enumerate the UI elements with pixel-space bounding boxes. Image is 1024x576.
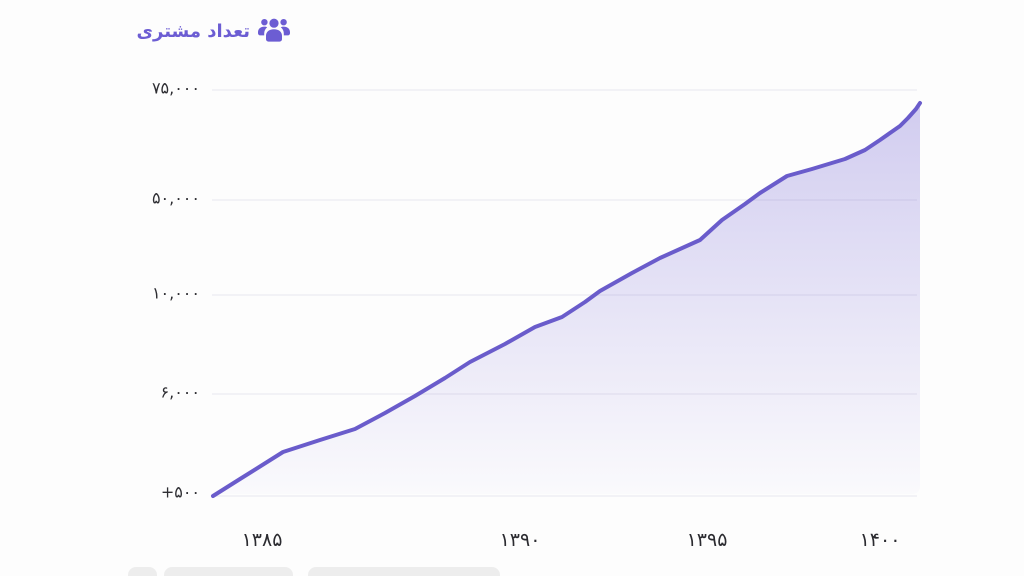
bottom-cutoff-button-small[interactable] <box>128 567 157 576</box>
x-axis-tick-label: ۱۳۸۵ <box>241 529 283 551</box>
y-axis-tick-label: ۶,۰۰۰ <box>160 382 200 402</box>
chart-title-row: تعداد مشتری <box>136 15 290 47</box>
people-group-icon <box>258 16 290 46</box>
area-fill <box>213 103 920 496</box>
bottom-cutoff-button-medium[interactable] <box>164 567 293 576</box>
y-axis-tick-label: ۷۵,۰۰۰ <box>151 78 200 98</box>
trend-line <box>211 101 922 498</box>
x-axis-tick-label: ۱۳۹۵ <box>686 529 728 551</box>
chart-title: تعداد مشتری <box>136 20 251 42</box>
y-axis-tick-label: ۵۰,۰۰۰ <box>151 188 200 208</box>
y-axis-tick-label: +۵۰۰ <box>160 482 200 502</box>
x-axis-tick-label: ۱۳۹۰ <box>499 529 541 551</box>
x-axis-tick-label: ۱۴۰۰ <box>859 529 901 551</box>
bottom-cutoff-button-large[interactable] <box>308 567 500 576</box>
y-axis-tick-label: ۱۰,۰۰۰ <box>151 283 200 303</box>
